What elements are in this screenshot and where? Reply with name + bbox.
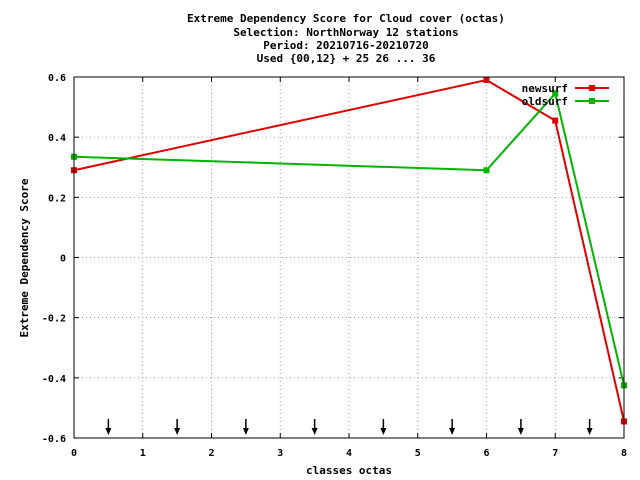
grid xyxy=(74,77,624,438)
arrow-marker xyxy=(174,419,181,435)
x-tick-label: 8 xyxy=(621,448,627,459)
title-line-4: Used {00,12} + 25 26 ... 36 xyxy=(257,52,436,65)
y-tick-label: 0.4 xyxy=(48,133,66,144)
plot-frame xyxy=(73,76,625,439)
arrow-marker xyxy=(311,419,318,435)
legend-swatch-marker xyxy=(589,98,595,104)
y-tick-label: -0.2 xyxy=(42,314,66,325)
arrow-marker xyxy=(586,419,593,435)
x-tick-label: 4 xyxy=(346,448,352,459)
y-tick-label: -0.4 xyxy=(42,374,66,385)
data-point-oldsurf xyxy=(552,90,559,97)
x-tick-label: 2 xyxy=(208,448,214,459)
y-axis-ticks: -0.6 -0.4 -0.2 0 0.2 0.4 0.6 xyxy=(42,73,624,445)
arrow-marker xyxy=(105,419,112,435)
title-line-2: Selection: NorthNorway 12 stations xyxy=(233,26,458,39)
x-tick-label: 6 xyxy=(483,448,489,459)
title-line-1: Extreme Dependency Score for Cloud cover… xyxy=(187,12,505,25)
arrow-marker xyxy=(380,419,387,435)
x-tick-label: 7 xyxy=(552,448,558,459)
y-tick-label: 0.2 xyxy=(48,193,66,204)
y-axis-label: Extreme Dependency Score xyxy=(18,178,31,337)
x-tick-label: 1 xyxy=(140,448,146,459)
x-tick-label: 3 xyxy=(277,448,283,459)
data-point-oldsurf xyxy=(483,167,490,174)
series-line-oldsurf xyxy=(73,91,625,386)
title-line-3: Period: 20210716-20210720 xyxy=(263,39,429,52)
x-tick-label: 5 xyxy=(415,448,421,459)
arrow-marker xyxy=(517,419,524,435)
legend-label: newsurf xyxy=(522,82,568,95)
class-arrow-markers xyxy=(105,419,593,435)
x-tick-label: 0 xyxy=(71,448,77,459)
arrow-marker xyxy=(242,419,249,435)
series-line-newsurf xyxy=(73,78,625,422)
y-tick-label: -0.6 xyxy=(42,434,66,445)
y-tick-label: 0 xyxy=(60,254,66,265)
data-point-newsurf xyxy=(552,117,559,124)
legend-label: oldsurf xyxy=(522,95,568,108)
chart-title: Extreme Dependency Score for Cloud cover… xyxy=(187,12,505,65)
y-tick-label: 0.6 xyxy=(48,73,66,84)
legend-swatch-marker xyxy=(589,85,595,91)
legend-item-oldsurf: oldsurf xyxy=(522,95,609,108)
legend-item-newsurf: newsurf xyxy=(522,82,609,95)
data-point-newsurf xyxy=(483,77,490,84)
x-axis-label: classes octas xyxy=(306,464,392,477)
arrow-marker xyxy=(449,419,456,435)
